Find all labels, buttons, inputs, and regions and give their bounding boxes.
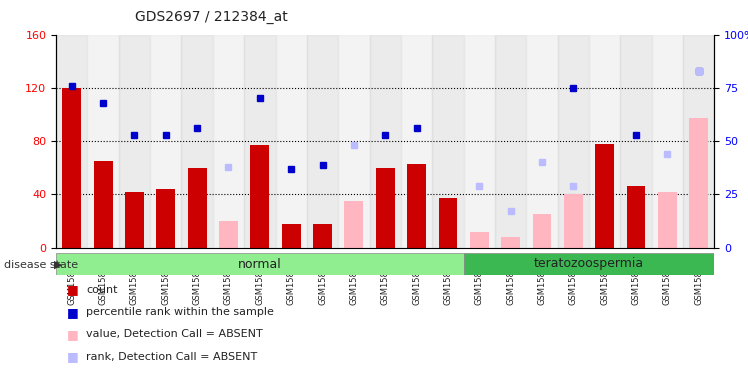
Text: percentile rank within the sample: percentile rank within the sample bbox=[86, 307, 274, 317]
Bar bbox=[627, 186, 646, 248]
Bar bbox=[464, 35, 495, 248]
Text: ■: ■ bbox=[67, 306, 79, 319]
Bar bbox=[658, 192, 677, 248]
Text: rank, Detection Call = ABSENT: rank, Detection Call = ABSENT bbox=[86, 352, 257, 362]
Bar bbox=[438, 199, 457, 248]
Bar bbox=[595, 144, 614, 248]
Bar bbox=[275, 35, 307, 248]
Bar bbox=[652, 35, 683, 248]
Bar bbox=[345, 201, 364, 248]
Text: value, Detection Call = ABSENT: value, Detection Call = ABSENT bbox=[86, 329, 263, 339]
Bar bbox=[282, 224, 301, 248]
Bar bbox=[56, 35, 88, 248]
Text: ■: ■ bbox=[67, 328, 79, 341]
Bar bbox=[401, 35, 432, 248]
Bar bbox=[313, 224, 332, 248]
Bar bbox=[527, 35, 557, 248]
Bar bbox=[689, 119, 708, 248]
Bar bbox=[88, 35, 119, 248]
Bar bbox=[370, 35, 401, 248]
Text: GDS2697 / 212384_at: GDS2697 / 212384_at bbox=[135, 10, 287, 23]
Text: ■: ■ bbox=[67, 283, 79, 296]
Text: teratozoospermia: teratozoospermia bbox=[534, 258, 644, 270]
Bar bbox=[188, 168, 206, 248]
Bar bbox=[564, 194, 583, 248]
Bar bbox=[589, 35, 620, 248]
Bar bbox=[119, 35, 150, 248]
Bar bbox=[620, 35, 652, 248]
Bar bbox=[432, 35, 464, 248]
Bar bbox=[407, 164, 426, 248]
Bar bbox=[307, 35, 338, 248]
Bar bbox=[56, 253, 464, 275]
Bar bbox=[464, 253, 714, 275]
Bar bbox=[683, 35, 714, 248]
Bar bbox=[470, 232, 488, 248]
Bar bbox=[213, 35, 244, 248]
Bar bbox=[533, 214, 551, 248]
Bar bbox=[182, 35, 213, 248]
Bar bbox=[156, 189, 175, 248]
Text: count: count bbox=[86, 285, 117, 295]
Text: normal: normal bbox=[238, 258, 282, 270]
Bar bbox=[251, 145, 269, 248]
Bar bbox=[338, 35, 370, 248]
Bar bbox=[501, 237, 520, 248]
Text: ■: ■ bbox=[67, 350, 79, 363]
Bar bbox=[495, 35, 527, 248]
Bar bbox=[244, 35, 275, 248]
Bar bbox=[150, 35, 182, 248]
Bar bbox=[375, 168, 395, 248]
Bar bbox=[94, 161, 112, 248]
Text: disease state: disease state bbox=[4, 260, 78, 270]
Bar bbox=[125, 192, 144, 248]
Bar bbox=[557, 35, 589, 248]
Text: ▶: ▶ bbox=[54, 260, 62, 270]
Bar bbox=[62, 88, 82, 248]
Bar bbox=[219, 221, 238, 248]
